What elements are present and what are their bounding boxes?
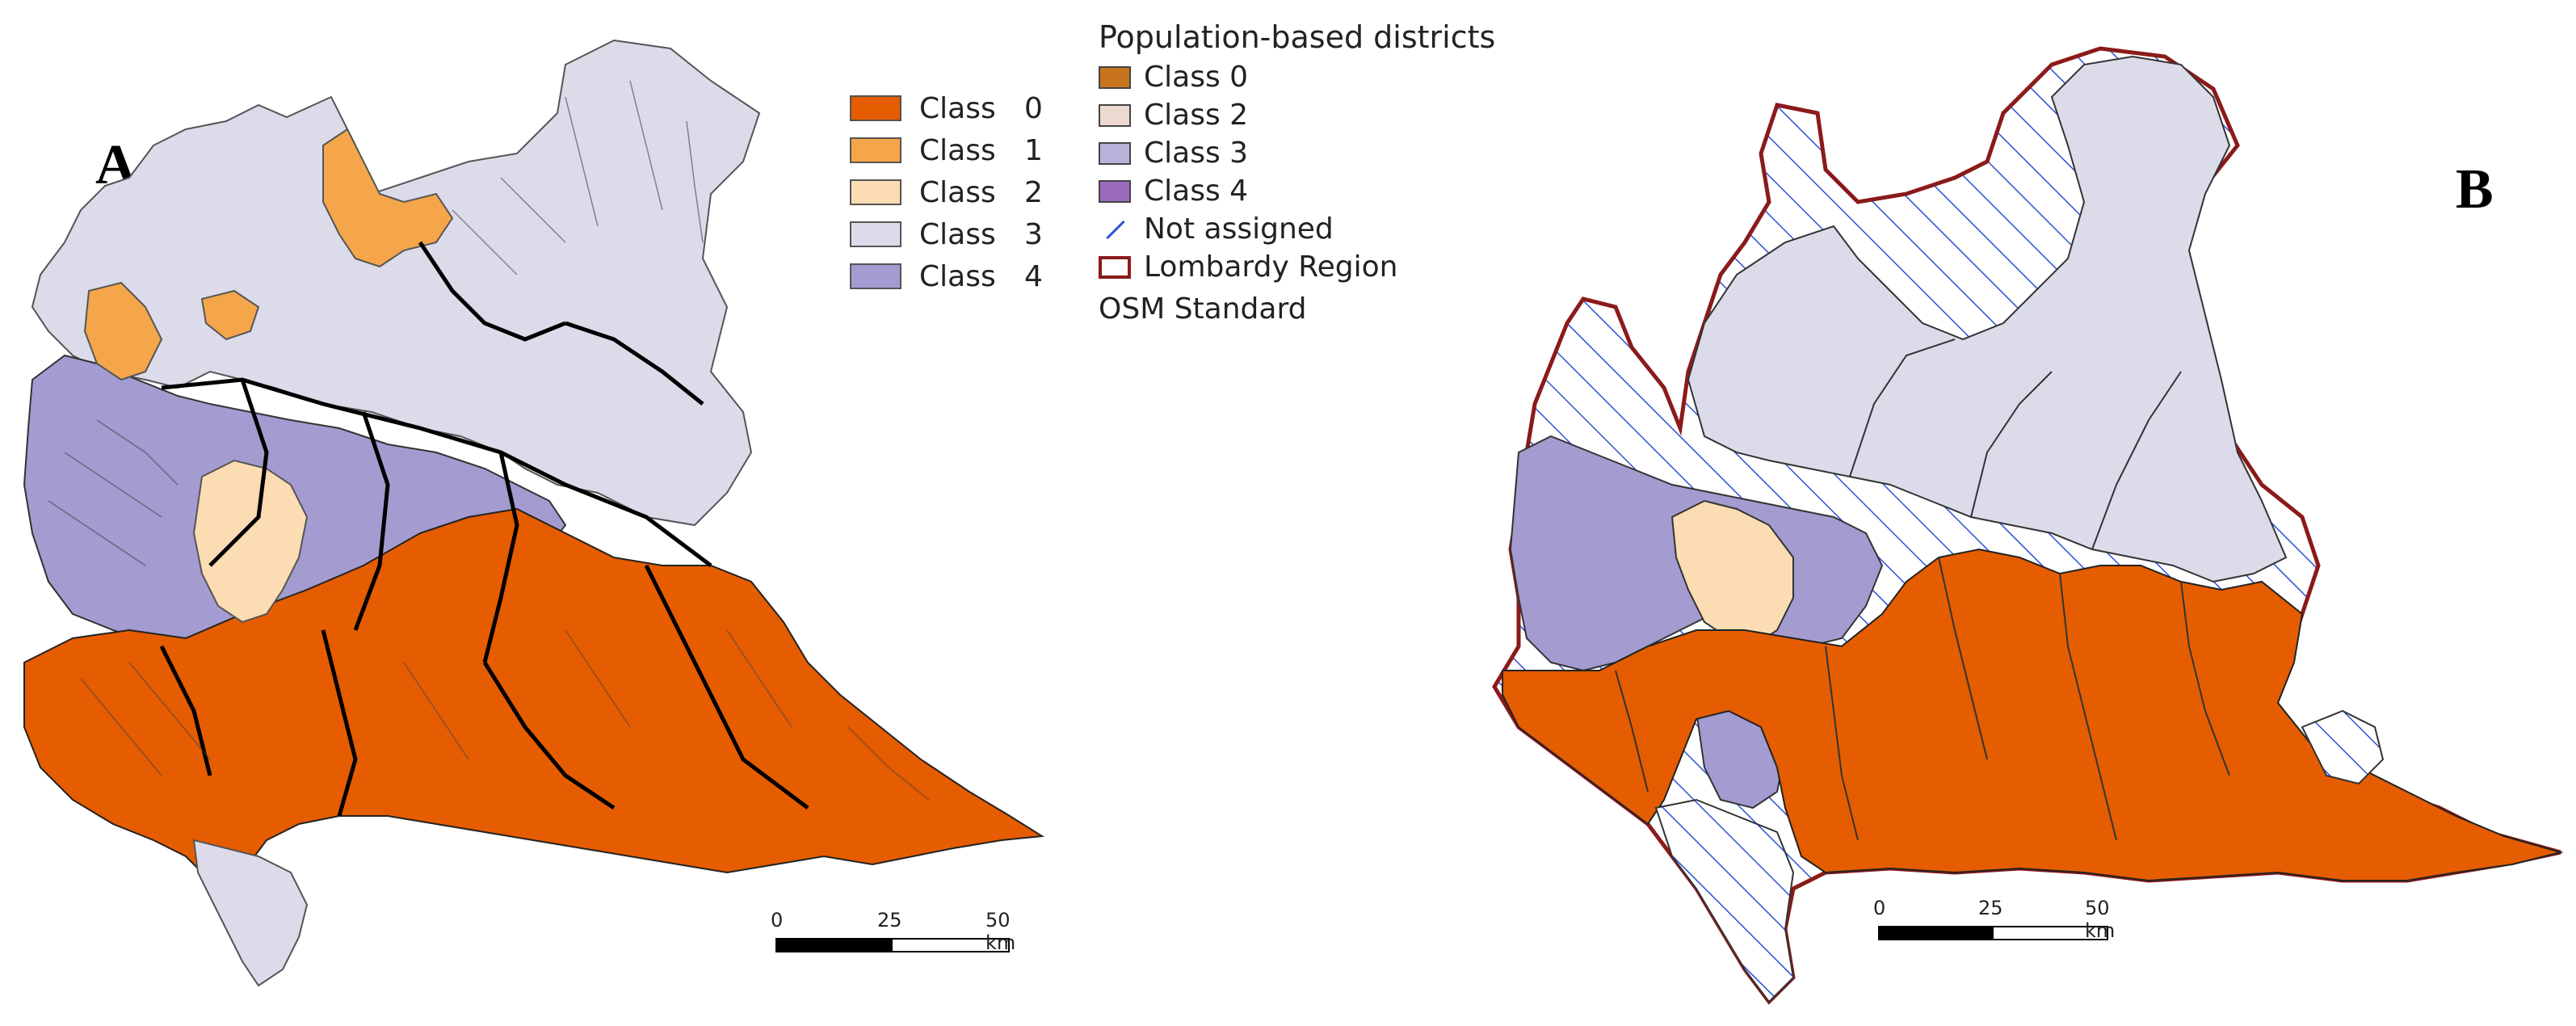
legend-a-label: Class	[919, 259, 996, 293]
scalebar-b-tick1: 25	[1978, 897, 2003, 919]
scalebar-b-tick0: 0	[1873, 897, 1886, 919]
legend-a-swatch-class1	[850, 137, 901, 163]
map-b-unassigned-tail	[1654, 798, 1795, 1003]
legend-a-item: Class 1	[850, 129, 1043, 171]
scalebar-b-black	[1880, 927, 1994, 939]
legend-b: Population-based districts Class 0 Class…	[1099, 16, 1495, 326]
map-b-zone-class2	[1670, 499, 1794, 648]
scalebar-b-white	[1993, 927, 2107, 939]
legend-b-swatch-class2	[1099, 103, 1131, 127]
legend-a-num: 4	[1024, 259, 1043, 293]
map-a-zone-class1-north	[322, 128, 454, 268]
legend-a-label: Class	[919, 91, 996, 125]
legend-a-swatch-class4	[850, 263, 901, 289]
legend-b-item: Class 3	[1099, 134, 1495, 172]
legend-b-swatch-outline	[1099, 255, 1131, 279]
scalebar-b: 0 25 50 km	[1873, 897, 2115, 942]
map-a-region-class3	[31, 39, 761, 527]
map-a-municipality-lines	[48, 80, 930, 801]
legend-a: Class 0 Class 1 Class 2 Class 3 Class 4	[850, 87, 1043, 297]
legend-a-swatch-class0	[850, 95, 901, 121]
legend-a-num: 2	[1024, 175, 1043, 209]
scalebar-a-tick0: 0	[771, 909, 784, 931]
legend-a-label: Class	[919, 175, 996, 209]
legend-a-swatch-class2	[850, 179, 901, 205]
legend-a-num: 3	[1024, 217, 1043, 251]
legend-b-label: Class 2	[1144, 99, 1249, 132]
map-b-district-lines	[1615, 338, 2230, 841]
legend-b-swatch-class0	[1099, 65, 1131, 89]
legend-a-label: Class	[919, 217, 996, 251]
legend-a-item: Class 3	[850, 213, 1043, 255]
scalebar-a-tick1: 25	[877, 909, 902, 931]
legend-a-num: 0	[1024, 91, 1043, 125]
map-a-zone-class1-west	[83, 281, 163, 381]
scalebar-a-white	[893, 940, 1008, 951]
legend-b-label: Lombardy Region	[1144, 250, 1398, 284]
legend-b-item: Class 4	[1099, 172, 1495, 210]
map-a-zone-class1-mid	[200, 289, 260, 341]
map-b-zone-class3	[1687, 55, 2288, 583]
scalebar-a-black	[777, 940, 893, 951]
legend-a-item: Class 0	[850, 87, 1043, 129]
legend-a-num: 1	[1024, 133, 1043, 167]
legend-a-swatch-class3	[850, 221, 901, 247]
legend-a-item: Class 2	[850, 171, 1043, 213]
legend-b-title: Population-based districts	[1099, 19, 1496, 55]
map-a	[23, 39, 1045, 987]
legend-b-label: Not assigned	[1144, 212, 1334, 246]
map-a-south-tail	[192, 839, 309, 987]
legend-b-label: Class 4	[1144, 175, 1249, 208]
map-b-zone-class0	[1502, 548, 2564, 882]
basemap-label: OSM Standard	[1099, 292, 1307, 326]
legend-b-item: Lombardy Region	[1099, 248, 1495, 286]
legend-b-item: Class 0	[1099, 58, 1495, 96]
legend-b-swatch-class4	[1099, 179, 1131, 203]
hatch-icon	[1099, 218, 1131, 241]
panel-b-letter: B	[2456, 158, 2494, 221]
legend-b-item: Not assigned	[1099, 210, 1495, 248]
legend-b-item: Class 2	[1099, 96, 1495, 134]
legend-b-swatch-class3	[1099, 141, 1131, 165]
map-a-district-outline	[159, 241, 809, 817]
scalebar-b-tick2: 50 km	[2085, 897, 2116, 942]
scalebar-a: 0 25 50 km	[771, 909, 1015, 954]
legend-a-item: Class 4	[850, 255, 1043, 297]
map-b-unassigned-east	[2301, 709, 2385, 785]
legend-a-label: Class	[919, 133, 996, 167]
legend-b-label: Class 0	[1144, 61, 1249, 94]
scalebar-a-tick2: 50 km	[985, 909, 1016, 954]
map-b	[1492, 46, 2564, 1005]
legend-b-label: Class 3	[1144, 137, 1249, 170]
